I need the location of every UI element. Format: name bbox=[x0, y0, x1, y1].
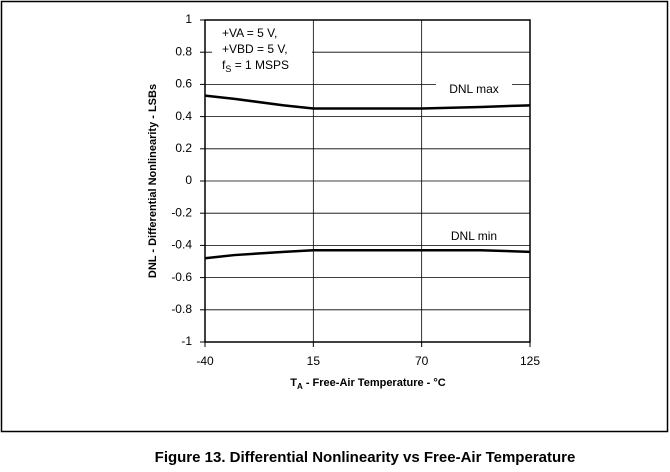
label-bg bbox=[436, 82, 512, 98]
series-line bbox=[204, 248, 531, 260]
y-tick-label: 0.8 bbox=[175, 44, 192, 58]
label-bg bbox=[436, 229, 512, 245]
annotation-main: +VA = 5 V, bbox=[222, 26, 277, 40]
series-label: DNL max bbox=[449, 82, 499, 96]
y-tick-label: -0.4 bbox=[171, 238, 192, 252]
y-tick-label: -1 bbox=[181, 334, 192, 348]
annotation: +VBD = 5 V, bbox=[222, 42, 288, 56]
x-axis-label: TA - Free-Air Temperature - °C bbox=[290, 377, 446, 391]
series-line bbox=[204, 94, 531, 110]
x-label-rest: - Free-Air Temperature - °C bbox=[303, 377, 446, 389]
x-tick-label: 70 bbox=[415, 354, 429, 368]
plot-border bbox=[204, 19, 531, 343]
frame bbox=[0, 0, 669, 433]
annotation: fS = 1 MSPS bbox=[222, 58, 289, 74]
annotation: +VA = 5 V, bbox=[222, 26, 277, 40]
y-tick-label: 1 bbox=[185, 12, 192, 26]
y-tick-label: 0.2 bbox=[175, 141, 192, 155]
x-tick-label: 125 bbox=[520, 354, 540, 368]
annotation-main: f bbox=[222, 58, 226, 72]
series-label: DNL min bbox=[451, 229, 497, 243]
x-tick-label: 15 bbox=[307, 354, 321, 368]
y-tick-label: 0.4 bbox=[175, 109, 192, 123]
chart-title: Figure 13. Differential Nonlinearity vs … bbox=[155, 449, 576, 466]
y-tick-label: -0.6 bbox=[171, 270, 192, 284]
annotation-bg bbox=[212, 24, 312, 76]
y-tick-label: -0.2 bbox=[171, 205, 192, 219]
y-axis-label: DNL - Differential Nonlinearity - LSBs bbox=[147, 84, 159, 278]
x-label-main: T bbox=[290, 377, 297, 389]
annotation-sub: S bbox=[225, 64, 231, 74]
y-tick-label: 0 bbox=[185, 173, 192, 187]
annotation-rest: = 1 MSPS bbox=[231, 58, 289, 72]
y-tick-label: -0.8 bbox=[171, 302, 192, 316]
annotation-main: +VBD = 5 V, bbox=[222, 42, 288, 56]
x-label-sub: A bbox=[297, 382, 303, 391]
y-tick-label: 0.6 bbox=[175, 77, 192, 91]
x-tick-label: -40 bbox=[196, 354, 214, 368]
